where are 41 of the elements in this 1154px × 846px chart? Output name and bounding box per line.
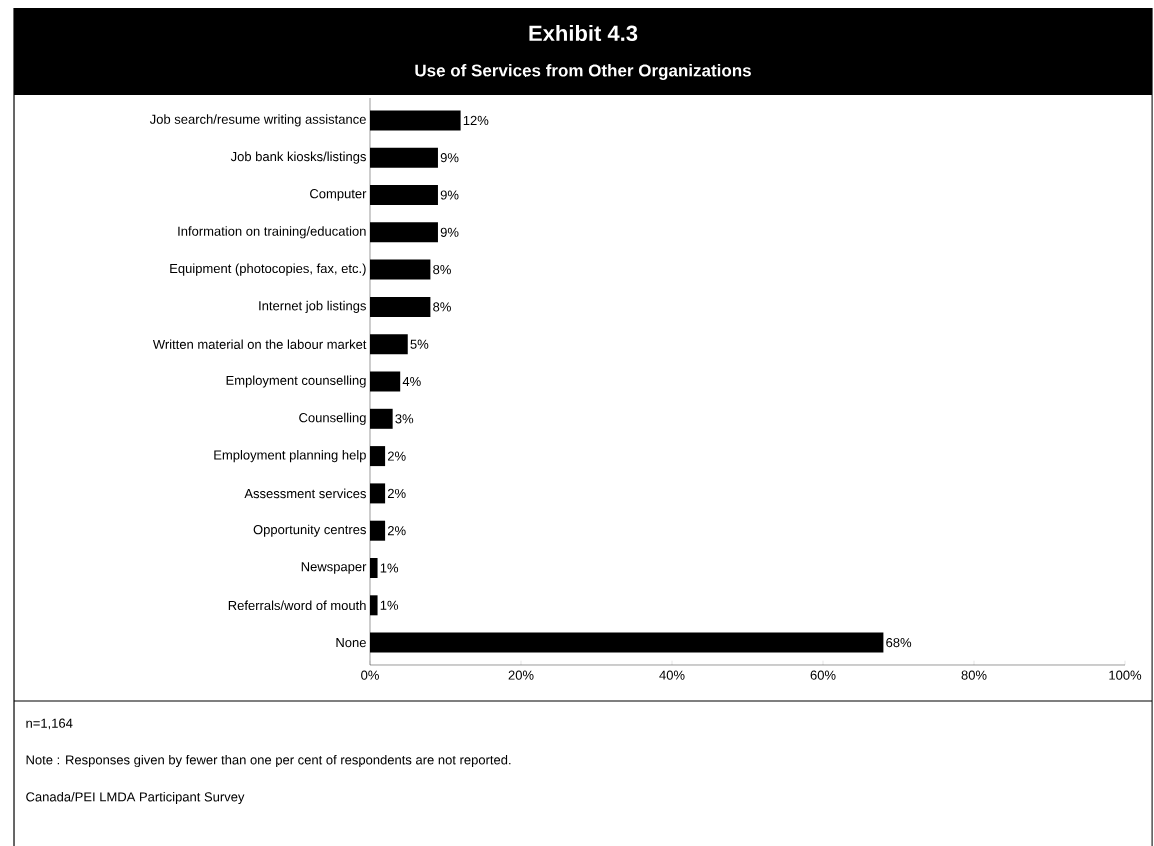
x-tick-label: 40%: [659, 670, 685, 680]
text: Canada/PEI LMDA Participant Survey: [26, 791, 245, 805]
data-label: 2%: [387, 488, 406, 498]
data-label: 3%: [395, 414, 414, 424]
x-tick-label: 60%: [810, 670, 836, 680]
data-label: 9%: [440, 153, 459, 163]
y-tick-label: None: [336, 638, 366, 648]
text: Note : Responses given by fewer than one per cent of respondents are not reported.: [26, 754, 511, 768]
y-tick-label: Opportunity centres: [253, 524, 366, 537]
data-label: 68%: [886, 638, 912, 648]
data-label: 5%: [410, 339, 429, 349]
data-label: 9%: [440, 190, 459, 200]
y-tick-label: Employment planning help: [214, 450, 366, 463]
y-tick-label: Internet job listings: [259, 300, 366, 313]
y-tick-label: Newspaper: [301, 562, 367, 574]
y-tick-label: Job bank kiosks/listings: [230, 151, 366, 164]
data-label: 8%: [433, 302, 451, 312]
data-label: 4%: [402, 376, 421, 387]
y-tick-label: Job search/resume writing assistance: [149, 114, 366, 127]
y-tick-label: Counselling: [299, 412, 366, 425]
x-tick-label: 0%: [361, 670, 379, 680]
data-label: 1%: [380, 563, 399, 573]
chart-subtitle: Use of Services from Other Organizations: [415, 64, 751, 80]
data-label: 8%: [433, 264, 451, 275]
y-tick-label: Assessment services: [244, 488, 366, 499]
y-tick-label: Information on training/education: [178, 226, 366, 239]
x-tick-label: 80%: [961, 670, 987, 680]
y-tick-label: Referrals/word of mouth: [228, 600, 366, 611]
data-label: 12%: [463, 115, 489, 125]
text: n=1,164: [26, 718, 73, 730]
chart-title: Exhibit 4.3: [529, 24, 638, 42]
x-tick-label: 100%: [1109, 670, 1142, 680]
data-label: 2%: [387, 451, 406, 461]
data-label: 1%: [380, 600, 399, 610]
data-label: 2%: [387, 526, 406, 536]
data-label: 9%: [440, 227, 459, 237]
x-tick-label: 20%: [508, 670, 534, 680]
y-tick-label: Written material on the labour market: [152, 339, 367, 349]
y-tick-label: Computer: [310, 189, 367, 201]
y-tick-label: Employment counselling: [226, 375, 366, 388]
y-tick-label: Equipment (photocopies, fax, etc.): [170, 263, 366, 276]
